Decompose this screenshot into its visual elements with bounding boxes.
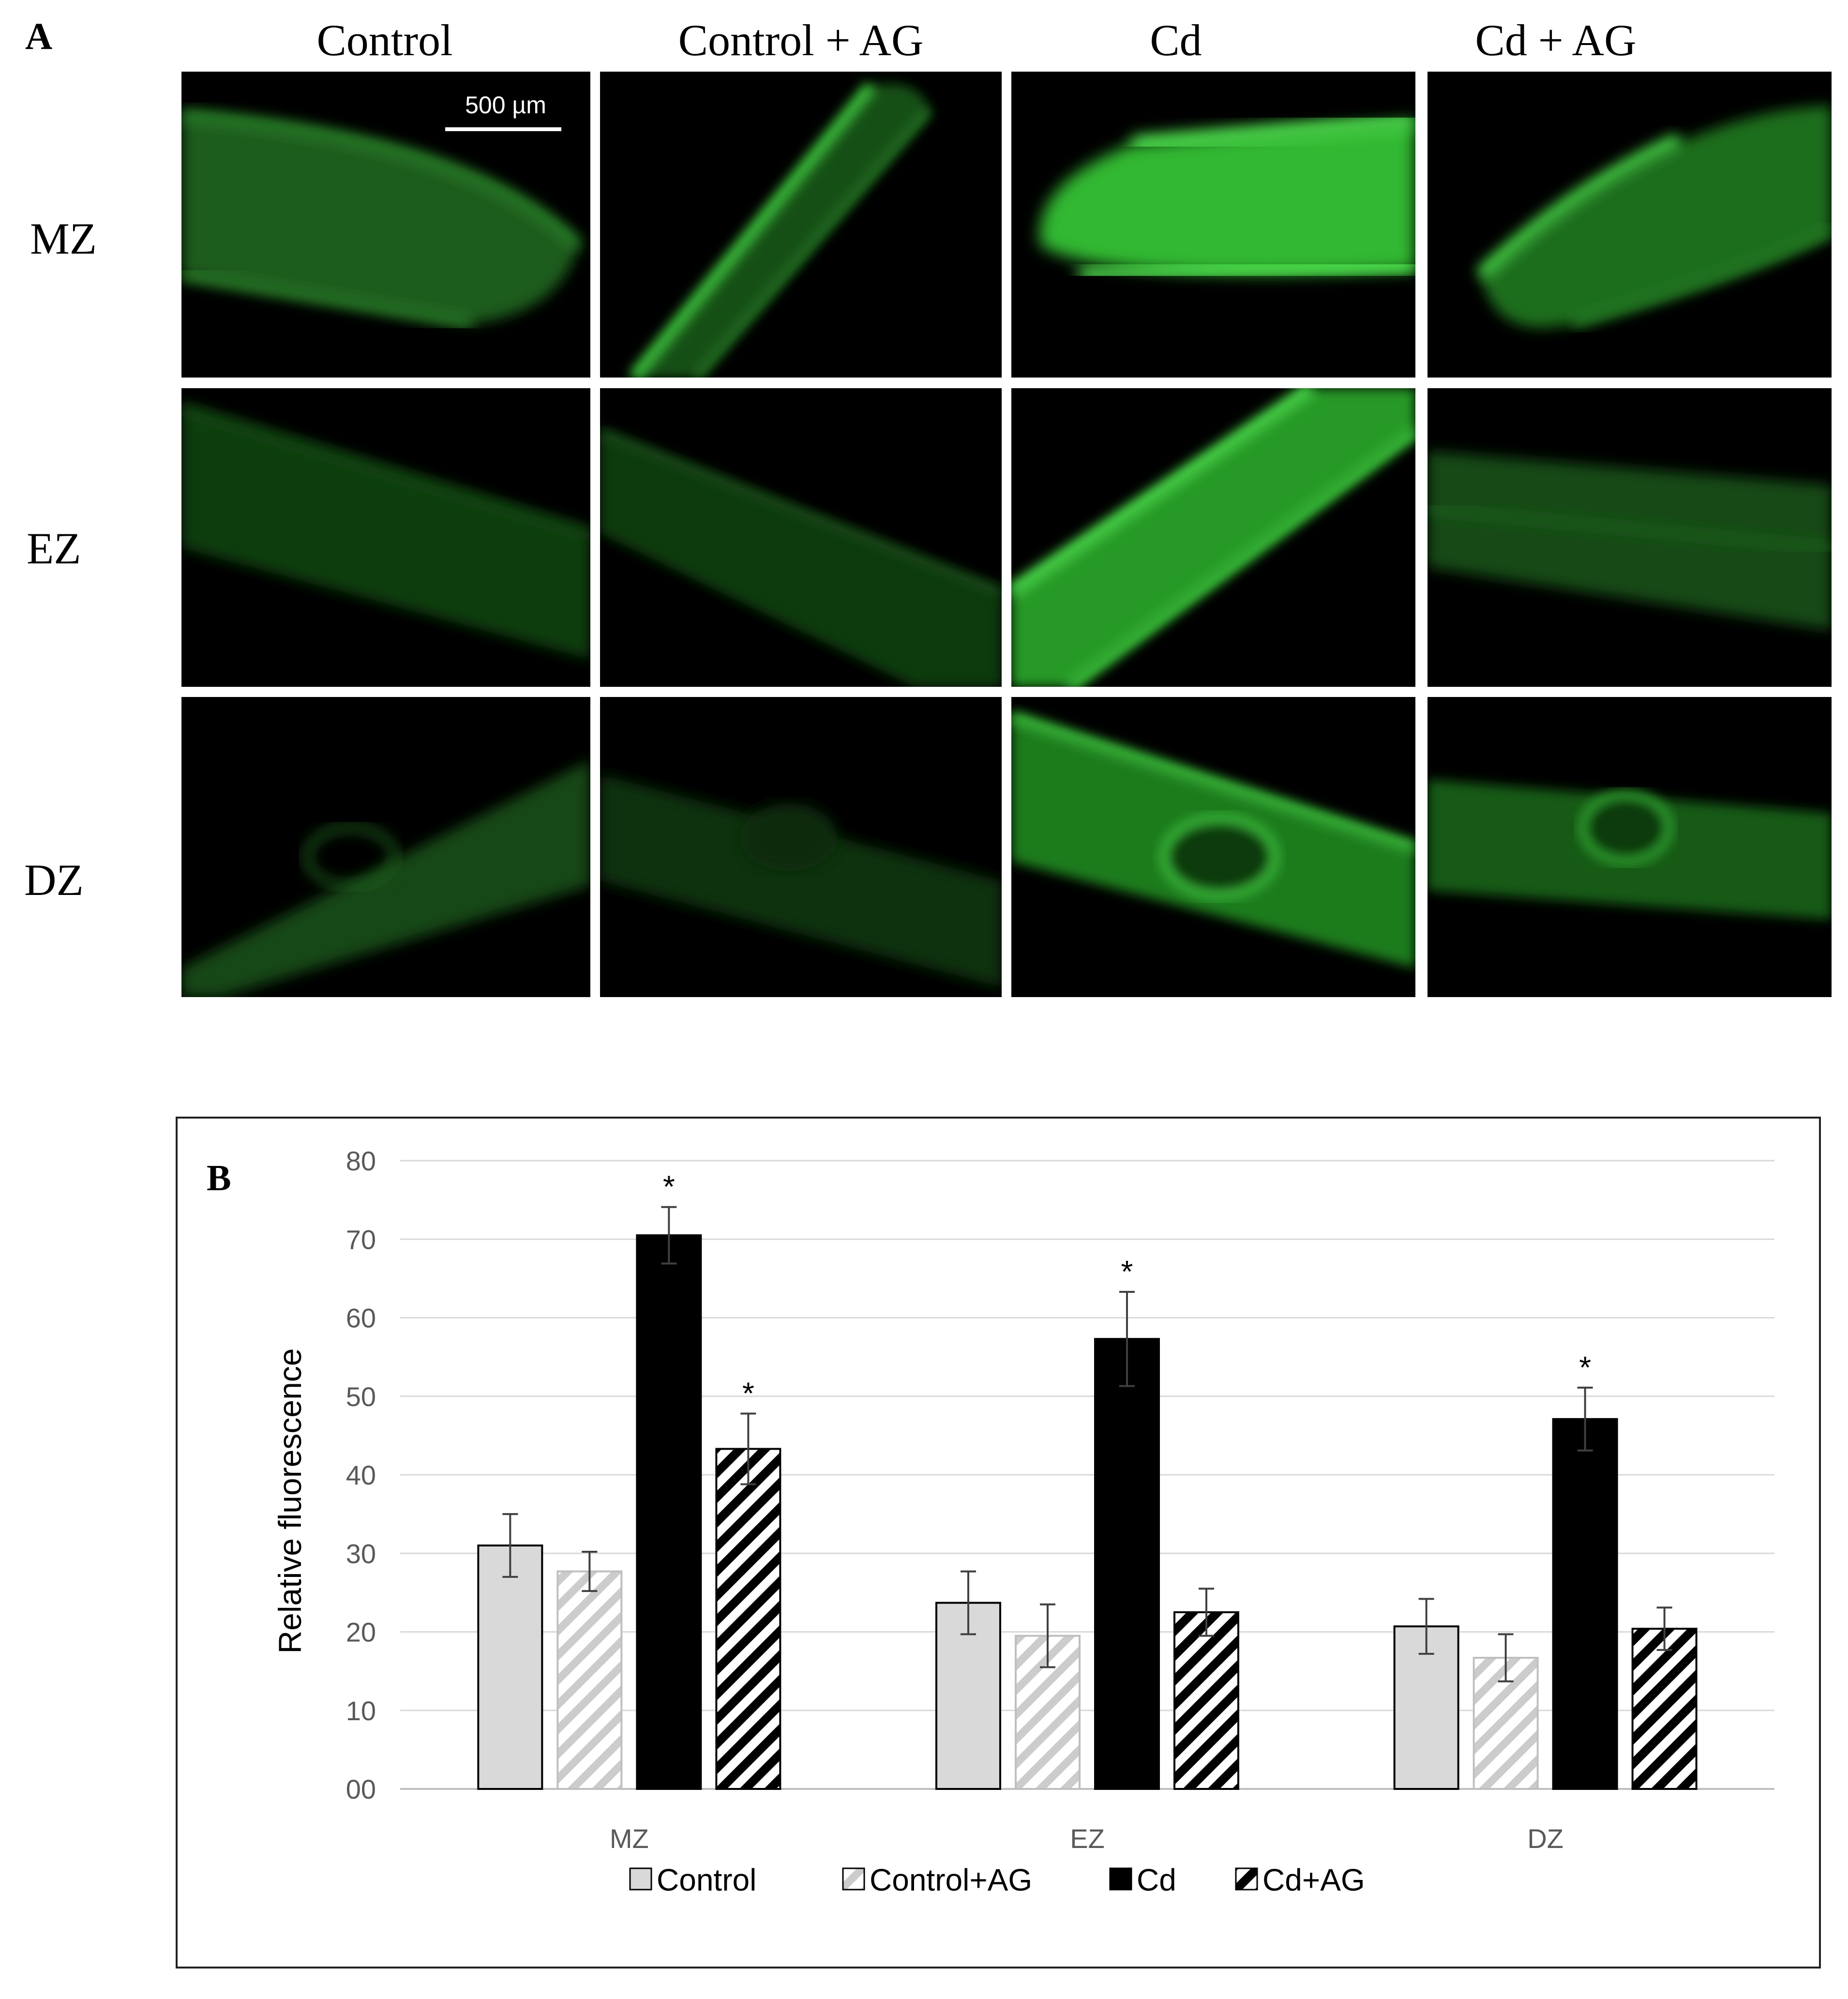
x-tick-label: EZ xyxy=(1070,1823,1105,1854)
bar-control-mz xyxy=(477,1545,543,1790)
legend-label: Cd+AG xyxy=(1262,1863,1365,1897)
column-title-cd-ag: Cd + AG xyxy=(1475,15,1637,65)
y-tick-label: 30 xyxy=(346,1538,376,1569)
row-label-mz: MZ xyxy=(30,214,97,263)
scale-bar-label: 500 µm xyxy=(465,91,546,119)
micrograph-dz-control xyxy=(181,697,590,997)
column-title-cd: Cd xyxy=(1150,15,1202,65)
bar-cd-ag-mz xyxy=(715,1448,781,1790)
significance-marker: * xyxy=(1121,1254,1133,1289)
y-tick-label: 80 xyxy=(346,1146,376,1176)
legend-label: Cd xyxy=(1137,1863,1176,1897)
legend-label: Control+AG xyxy=(870,1863,1032,1897)
row-label-ez: EZ xyxy=(27,524,81,573)
bar-cd-dz xyxy=(1552,1418,1618,1790)
bar-control-ag-mz xyxy=(556,1570,623,1790)
significance-marker: * xyxy=(742,1376,754,1410)
micrograph-mz-cd xyxy=(1011,72,1415,378)
significance-marker: * xyxy=(1579,1350,1591,1385)
column-title-control-ag: Control + AG xyxy=(678,15,924,65)
legend-swatch xyxy=(842,1867,865,1891)
legend-swatch xyxy=(629,1867,652,1891)
micrograph-ez-cd-ag xyxy=(1427,388,1832,687)
scale-bar xyxy=(445,127,561,131)
y-tick-label: 70 xyxy=(346,1224,376,1255)
micrograph-ez-control xyxy=(181,388,590,687)
significance-marker: * xyxy=(663,1169,675,1204)
micrograph-dz-cd-ag xyxy=(1427,697,1832,997)
panel-b-letter: B xyxy=(207,1158,231,1198)
panel-a-letter: A xyxy=(25,15,53,57)
micrograph-ez-control-ag xyxy=(600,388,1002,687)
bar-cd-ag-dz xyxy=(1631,1628,1698,1790)
y-tick-label: 20 xyxy=(346,1617,376,1648)
micrograph-ez-cd xyxy=(1011,388,1415,687)
legend-swatch xyxy=(1109,1867,1132,1891)
micrograph-mz-cd-ag xyxy=(1427,72,1832,378)
legend-label: Control xyxy=(657,1863,756,1897)
column-title-control: Control xyxy=(316,15,453,65)
micrograph-dz-control-ag xyxy=(600,697,1002,997)
row-label-dz: DZ xyxy=(24,855,84,905)
bar-cd-ag-ez xyxy=(1173,1611,1239,1790)
y-tick-label: 40 xyxy=(346,1460,376,1490)
legend-swatch xyxy=(1235,1867,1258,1891)
micrograph-mz-control: 500 µm xyxy=(181,72,590,378)
bar-control-ag-dz xyxy=(1472,1657,1539,1790)
y-tick-label: 60 xyxy=(346,1303,376,1333)
y-tick-label: 50 xyxy=(346,1381,376,1412)
y-tick-label: 00 xyxy=(346,1774,376,1804)
y-tick-label: 10 xyxy=(346,1696,376,1726)
bar-chart: B 00 10 20 30 40 50 60 70 80 Relative fluorescen… xyxy=(207,1146,1774,1897)
micrograph-dz-cd xyxy=(1011,697,1415,997)
chart-panel-b: B 00 10 20 30 40 50 60 70 80 Relative fluorescen… xyxy=(176,1117,1821,1969)
bar-cd-mz xyxy=(636,1234,702,1790)
x-tick-label: MZ xyxy=(610,1823,649,1854)
y-axis-label: Relative fluorescence xyxy=(272,1348,308,1654)
micrograph-mz-control-ag xyxy=(600,72,1002,378)
x-tick-label: DZ xyxy=(1527,1823,1563,1854)
bar-cd-ez xyxy=(1094,1338,1160,1790)
